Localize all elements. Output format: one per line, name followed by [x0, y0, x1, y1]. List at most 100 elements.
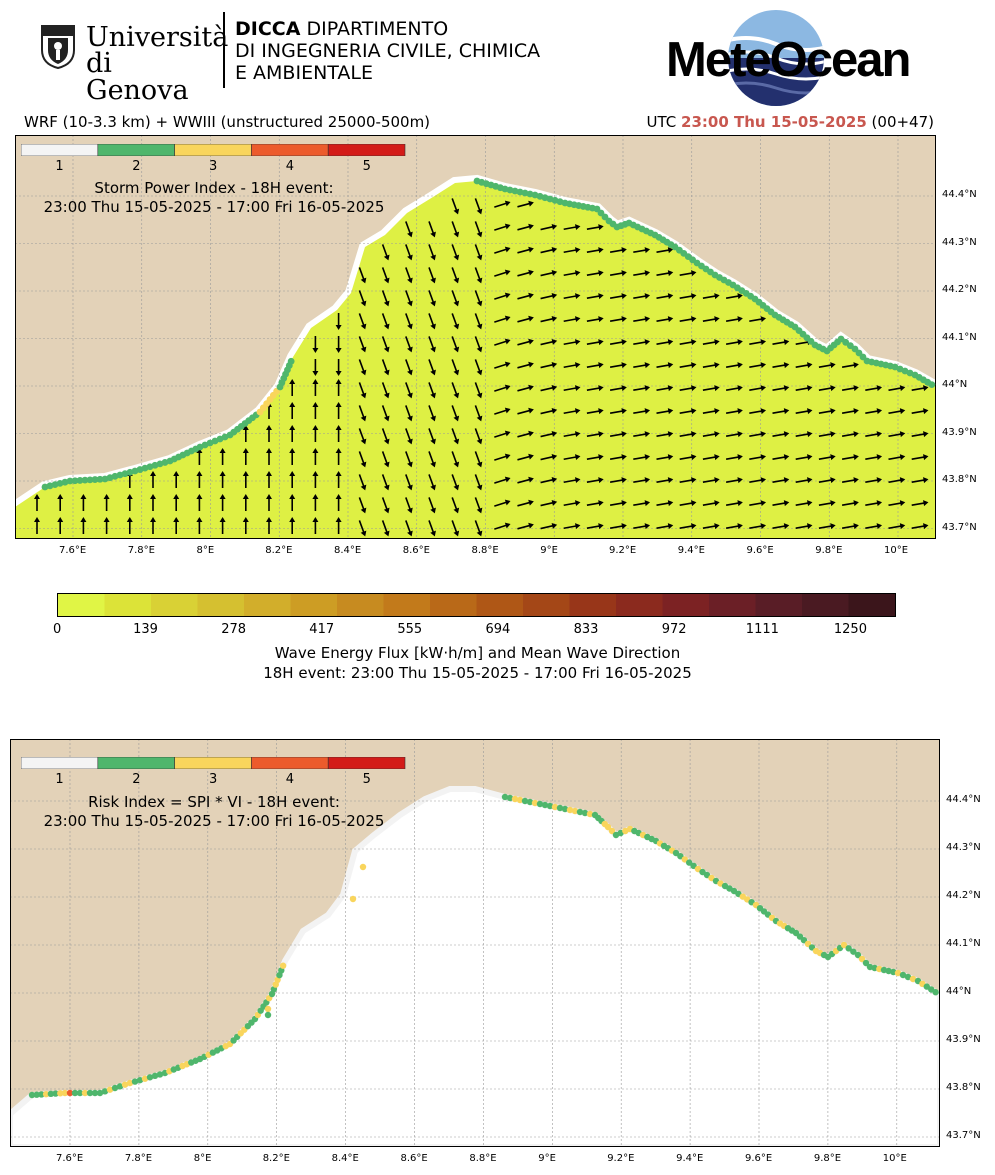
wave-arrow [586, 340, 601, 346]
wave-arrow-head [476, 530, 483, 537]
wave-arrow [749, 432, 764, 438]
wave-arrow-head [407, 484, 413, 491]
wave-arrow-head [103, 494, 110, 499]
wave-arrow-head [714, 500, 720, 507]
wave-arrow-head [574, 454, 581, 461]
wave-arrow [563, 271, 578, 277]
wave-arrow-head [760, 408, 767, 415]
legend-swatch-3 [174, 143, 252, 157]
wave-arrow [911, 386, 926, 392]
wave-arrow-head [528, 430, 534, 437]
coast-point [76, 477, 84, 484]
wave-arrow-head [598, 362, 604, 369]
department-name: DICCA DIPARTIMENTO DI INGEGNERIA CIVILE,… [235, 18, 540, 84]
wave-arrow [633, 409, 648, 415]
wave-arrow-head [312, 379, 319, 384]
wave-arrow-head [714, 454, 720, 461]
wave-arrow-head [476, 484, 483, 491]
coast-point [608, 827, 616, 835]
map2-title-line2: 23:00 Thu 15-05-2025 - 17:00 Fri 16-05-2… [43, 812, 385, 830]
lat-tick-label: 44.3°N [942, 236, 977, 248]
wave-arrow-head [360, 530, 367, 537]
wave-arrow-head [504, 269, 511, 276]
wave-arrow-head [430, 277, 436, 284]
wave-arrow [679, 317, 694, 323]
wave-arrow-head [876, 431, 883, 438]
wave-arrow [474, 497, 481, 511]
wave-arrow [656, 363, 671, 369]
wave-arrow [656, 478, 671, 484]
wave-arrow [841, 478, 857, 484]
wave-arrow [540, 317, 555, 323]
wave-arrow [405, 313, 412, 327]
lon-tick-label: 8.4°E [334, 545, 362, 556]
wave-arrow-head [504, 338, 511, 345]
wave-arrow-head [360, 346, 367, 353]
wave-arrow [474, 428, 481, 442]
wave-arrow-head [667, 362, 674, 369]
wave-arrow [540, 363, 555, 369]
wave-arrow-head [476, 300, 483, 307]
wave-arrow-head [196, 448, 203, 453]
coast-point [33, 1091, 40, 1098]
wave-arrow [772, 363, 787, 369]
wave-arrow-head [504, 522, 511, 529]
wave-arrow-head [476, 438, 483, 445]
wave-arrow-head [312, 494, 319, 499]
wave-arrow [474, 474, 481, 488]
wave-arrow-head [574, 339, 581, 346]
coast-point [264, 1011, 272, 1019]
wave-arrow-head [219, 471, 226, 476]
flux-colorbar-step [523, 594, 570, 616]
wave-arrow [358, 359, 365, 373]
wave-arrow-head [737, 362, 743, 369]
wave-arrow-head [126, 517, 133, 522]
wave-arrow-head [150, 517, 156, 522]
coast-point [116, 1083, 124, 1090]
wave-arrow-head [266, 448, 272, 453]
wave-arrow-head [407, 392, 413, 399]
risk-index-map: Risk Index = SPI * VI - 18H event: 23:00… [10, 739, 940, 1147]
wave-arrow-head [714, 385, 720, 392]
department-line3: E AMBIENTALE [235, 62, 374, 84]
flux-colorbar-step [430, 594, 477, 616]
wave-arrow-head [476, 254, 483, 261]
wave-arrow-head [551, 499, 558, 506]
coast-point [38, 1091, 45, 1098]
flux-colorbar-step [244, 594, 291, 616]
map1-title-line1: Storm Power Index - 18H event: [94, 179, 334, 197]
wave-arrow [563, 225, 578, 231]
wave-arrow-head [173, 494, 180, 499]
wave-arrow [609, 363, 625, 369]
wave-arrow [405, 267, 412, 281]
flux-colorbar-step [151, 594, 198, 616]
wave-arrow-head [737, 477, 743, 484]
university-logo: Università di Genova [40, 14, 228, 104]
coast-point [909, 975, 917, 983]
coast-point [699, 868, 706, 876]
wave-arrow-head [644, 523, 651, 530]
wave-arrow [609, 478, 625, 484]
wave-arrow [795, 455, 810, 461]
wave-arrow-head [476, 507, 483, 514]
wave-arrow-head [714, 293, 720, 300]
department-acronym: DICCA [235, 18, 301, 40]
wave-arrow-head [760, 362, 767, 369]
wave-arrow [540, 386, 555, 392]
wave-arrow-head [360, 415, 367, 422]
coast-point [52, 1090, 59, 1097]
wave-arrow [540, 271, 555, 277]
coast-point [694, 865, 702, 873]
wave-arrow-head [335, 471, 342, 476]
lat-tick-label: 43.8°N [942, 474, 977, 485]
wave-arrow-head [173, 471, 180, 476]
wave-arrow [563, 340, 578, 346]
wave-arrow-head [242, 517, 249, 522]
wave-arrow [563, 409, 578, 415]
wave-arrow [818, 478, 833, 484]
lon-tick-label: 9.8°E [815, 545, 843, 556]
wave-arrow [474, 221, 481, 235]
coast-point [932, 989, 939, 996]
wave-arrow [517, 386, 532, 392]
wave-arrow [749, 363, 764, 369]
